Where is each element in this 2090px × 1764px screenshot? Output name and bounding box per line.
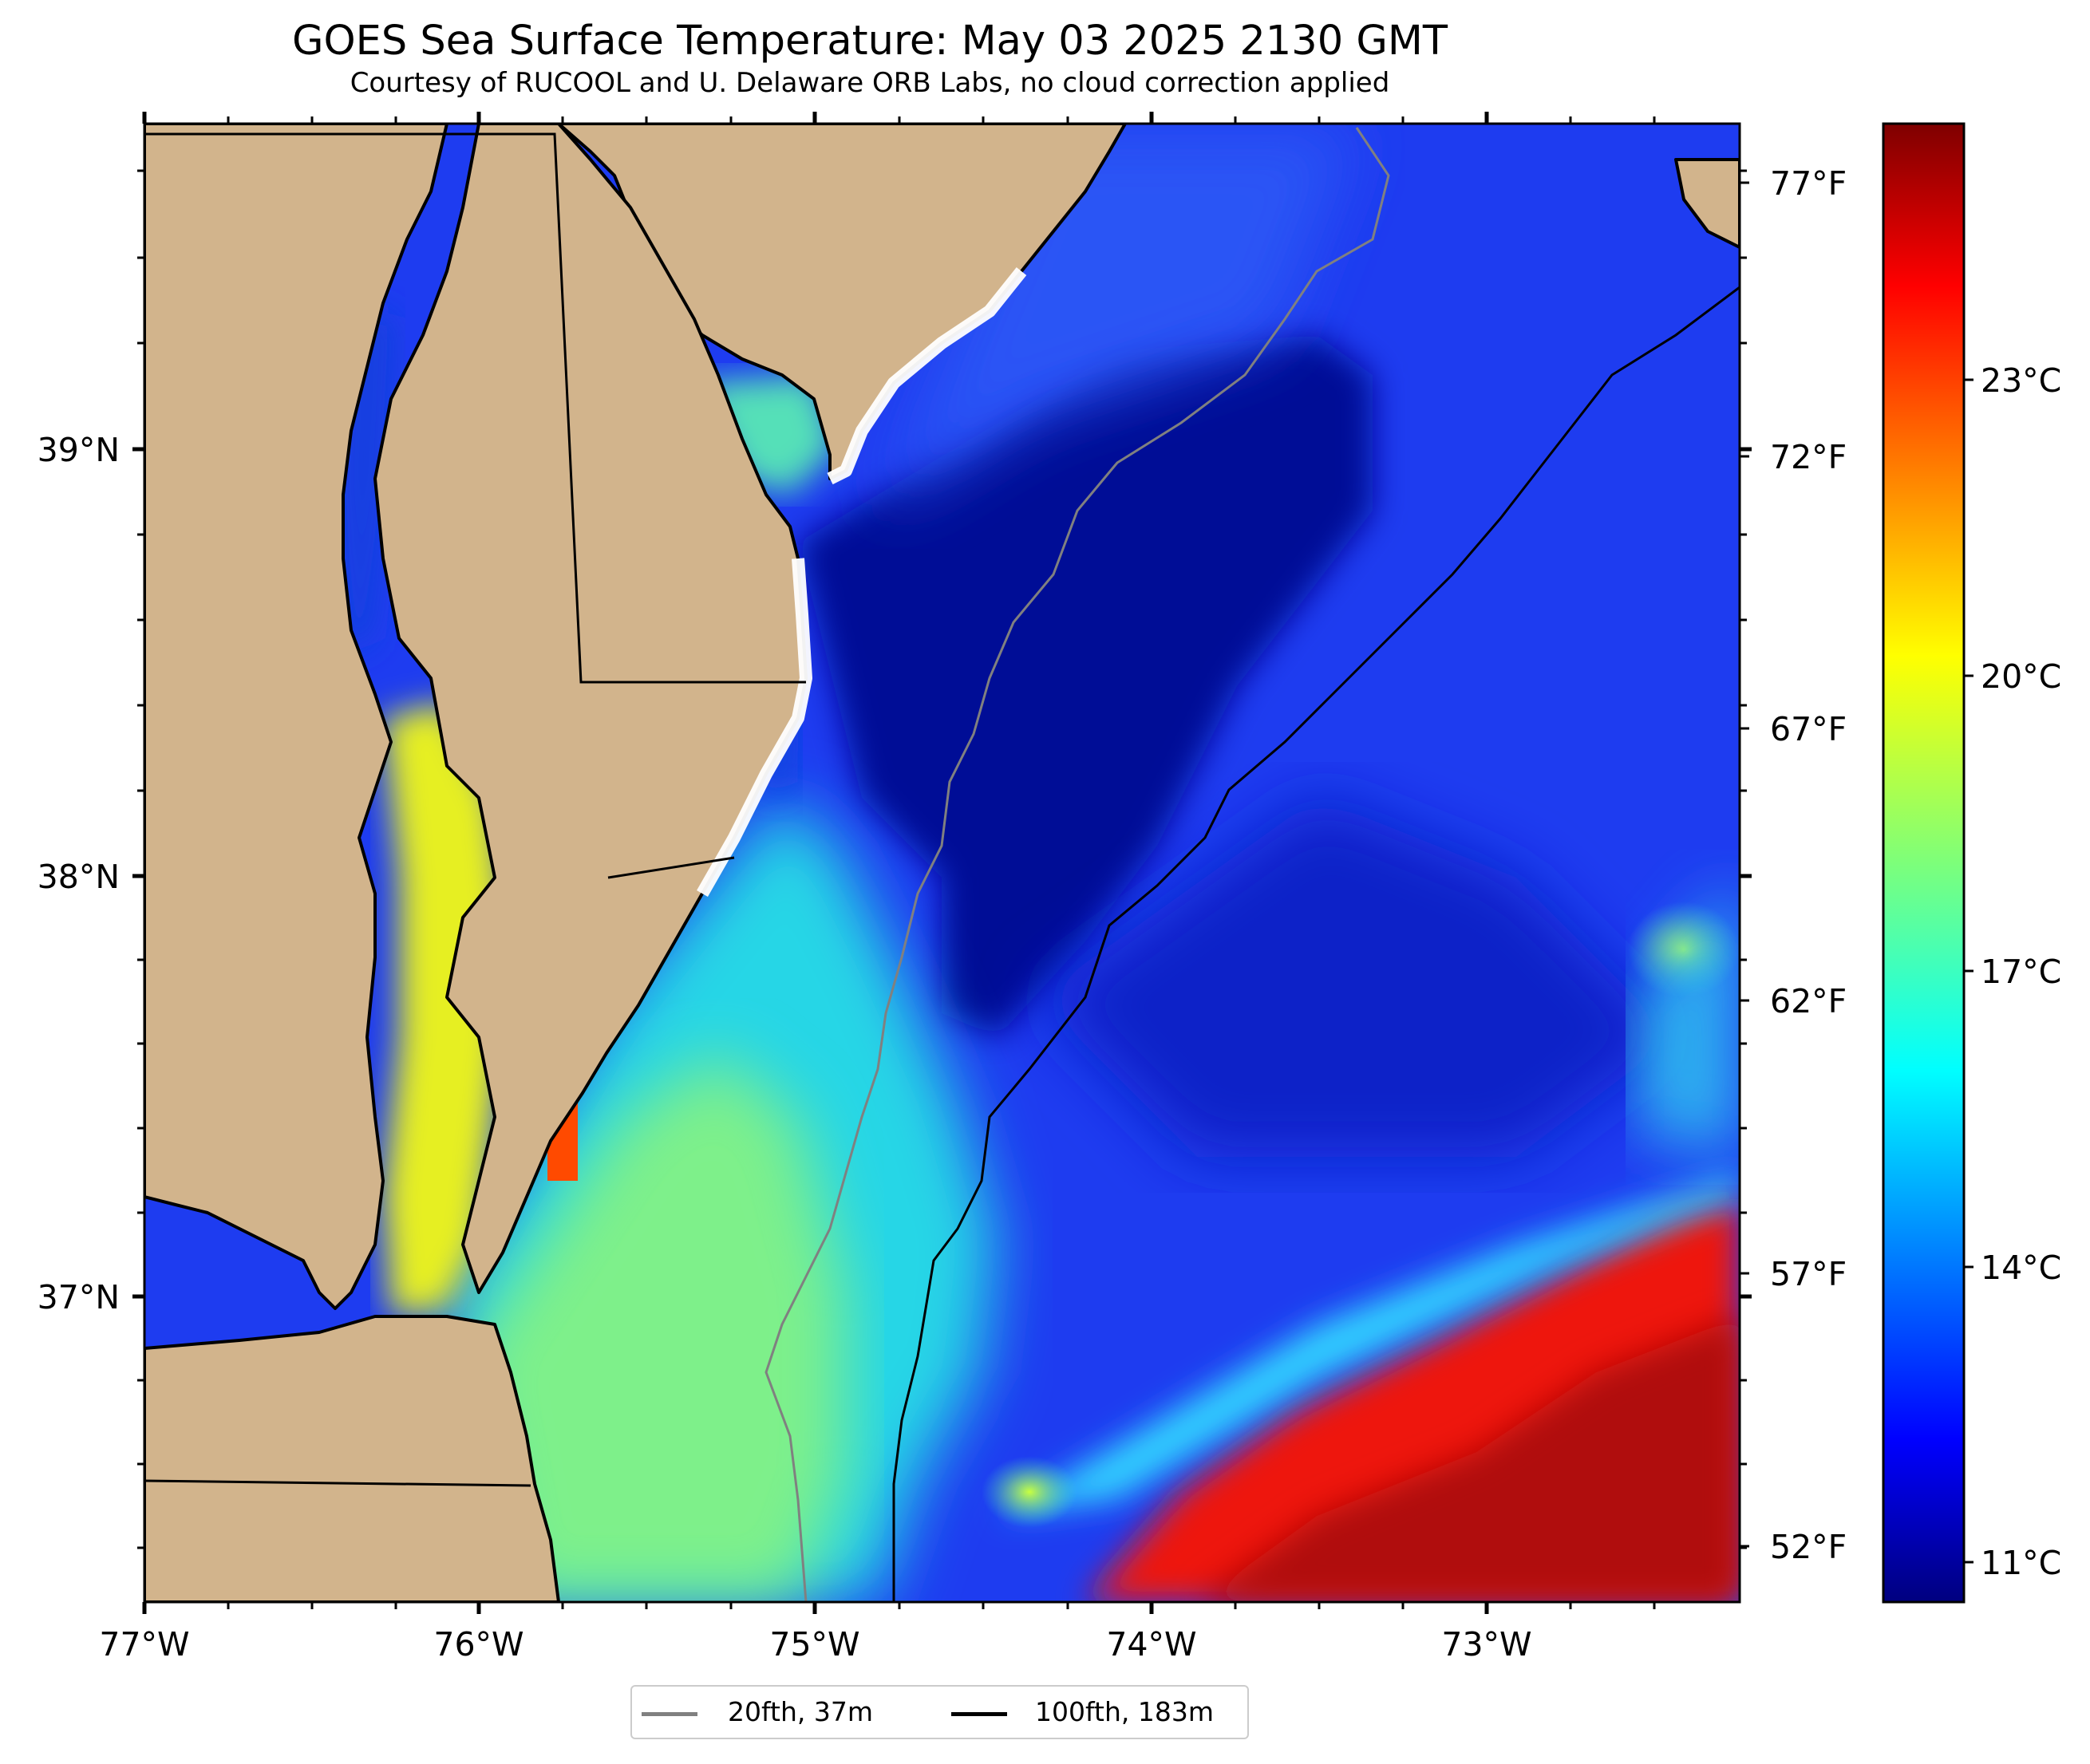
isobath-100fth	[892, 286, 1740, 1602]
f-label-72: 72°F	[1770, 438, 1847, 476]
f-label-67: 67°F	[1770, 710, 1847, 748]
f-label-77: 77°F	[1770, 164, 1847, 203]
lon-label-73w: 73°W	[1441, 1625, 1531, 1663]
state-boundaries	[144, 132, 806, 1487]
coastal-margins	[697, 267, 1027, 897]
lon-label-76w: 76°W	[433, 1625, 523, 1663]
map-title: GOES Sea Surface Temperature: May 03 202…	[291, 18, 1448, 65]
cbar-label-17c: 17°C	[1981, 953, 2061, 991]
cbar-label-14c: 14°C	[1981, 1249, 2061, 1287]
cbar-label-23c: 23°C	[1981, 361, 2061, 400]
f-label-62: 62°F	[1770, 982, 1847, 1020]
lon-label-74w: 74°W	[1106, 1625, 1196, 1663]
land	[144, 124, 1740, 1602]
legend-line-100fth	[951, 1712, 1007, 1716]
map-subtitle: Courtesy of RUCOOL and U. Delaware ORB L…	[350, 67, 1390, 99]
isobath-legend: 20fth, 37m 100fth, 183m	[630, 1685, 1249, 1739]
cold-water-band	[798, 335, 1373, 1037]
lon-ticks	[142, 112, 1489, 1614]
legend-label-20fth: 20fth, 37m	[728, 1696, 873, 1727]
lat-label-39n: 39°N	[38, 431, 120, 469]
chesapeake-bay-water	[383, 702, 511, 1316]
legend-label-100fth: 100fth, 183m	[1035, 1696, 1214, 1727]
lat-minor-ticks	[137, 169, 1747, 1549]
lon-minor-ticks	[227, 116, 1656, 1609]
cbar-label-11c: 11°C	[1981, 1544, 2061, 1582]
colorbar-ticks	[1964, 378, 1973, 1564]
plot-frame	[143, 122, 1741, 1604]
lat-label-37n: 37°N	[38, 1278, 120, 1316]
lon-label-75w: 75°W	[769, 1625, 859, 1663]
f-label-57: 57°F	[1770, 1255, 1847, 1293]
colorbar	[1882, 122, 1966, 1604]
lat-label-38n: 38°N	[38, 858, 120, 896]
land-delmarva	[373, 124, 808, 1294]
isobath-20fth	[764, 127, 1390, 1602]
fahrenheit-ticks	[1740, 181, 1749, 1548]
land-western-shore	[144, 124, 448, 1310]
land-long-island	[1674, 158, 1740, 249]
f-label-52: 52°F	[1770, 1528, 1847, 1566]
lon-label-77w: 77°W	[99, 1625, 189, 1663]
lat-ticks	[132, 447, 1752, 1299]
legend-line-20fth	[642, 1712, 697, 1716]
land-virginia	[144, 1315, 560, 1602]
cbar-label-20c: 20°C	[1981, 657, 2061, 696]
